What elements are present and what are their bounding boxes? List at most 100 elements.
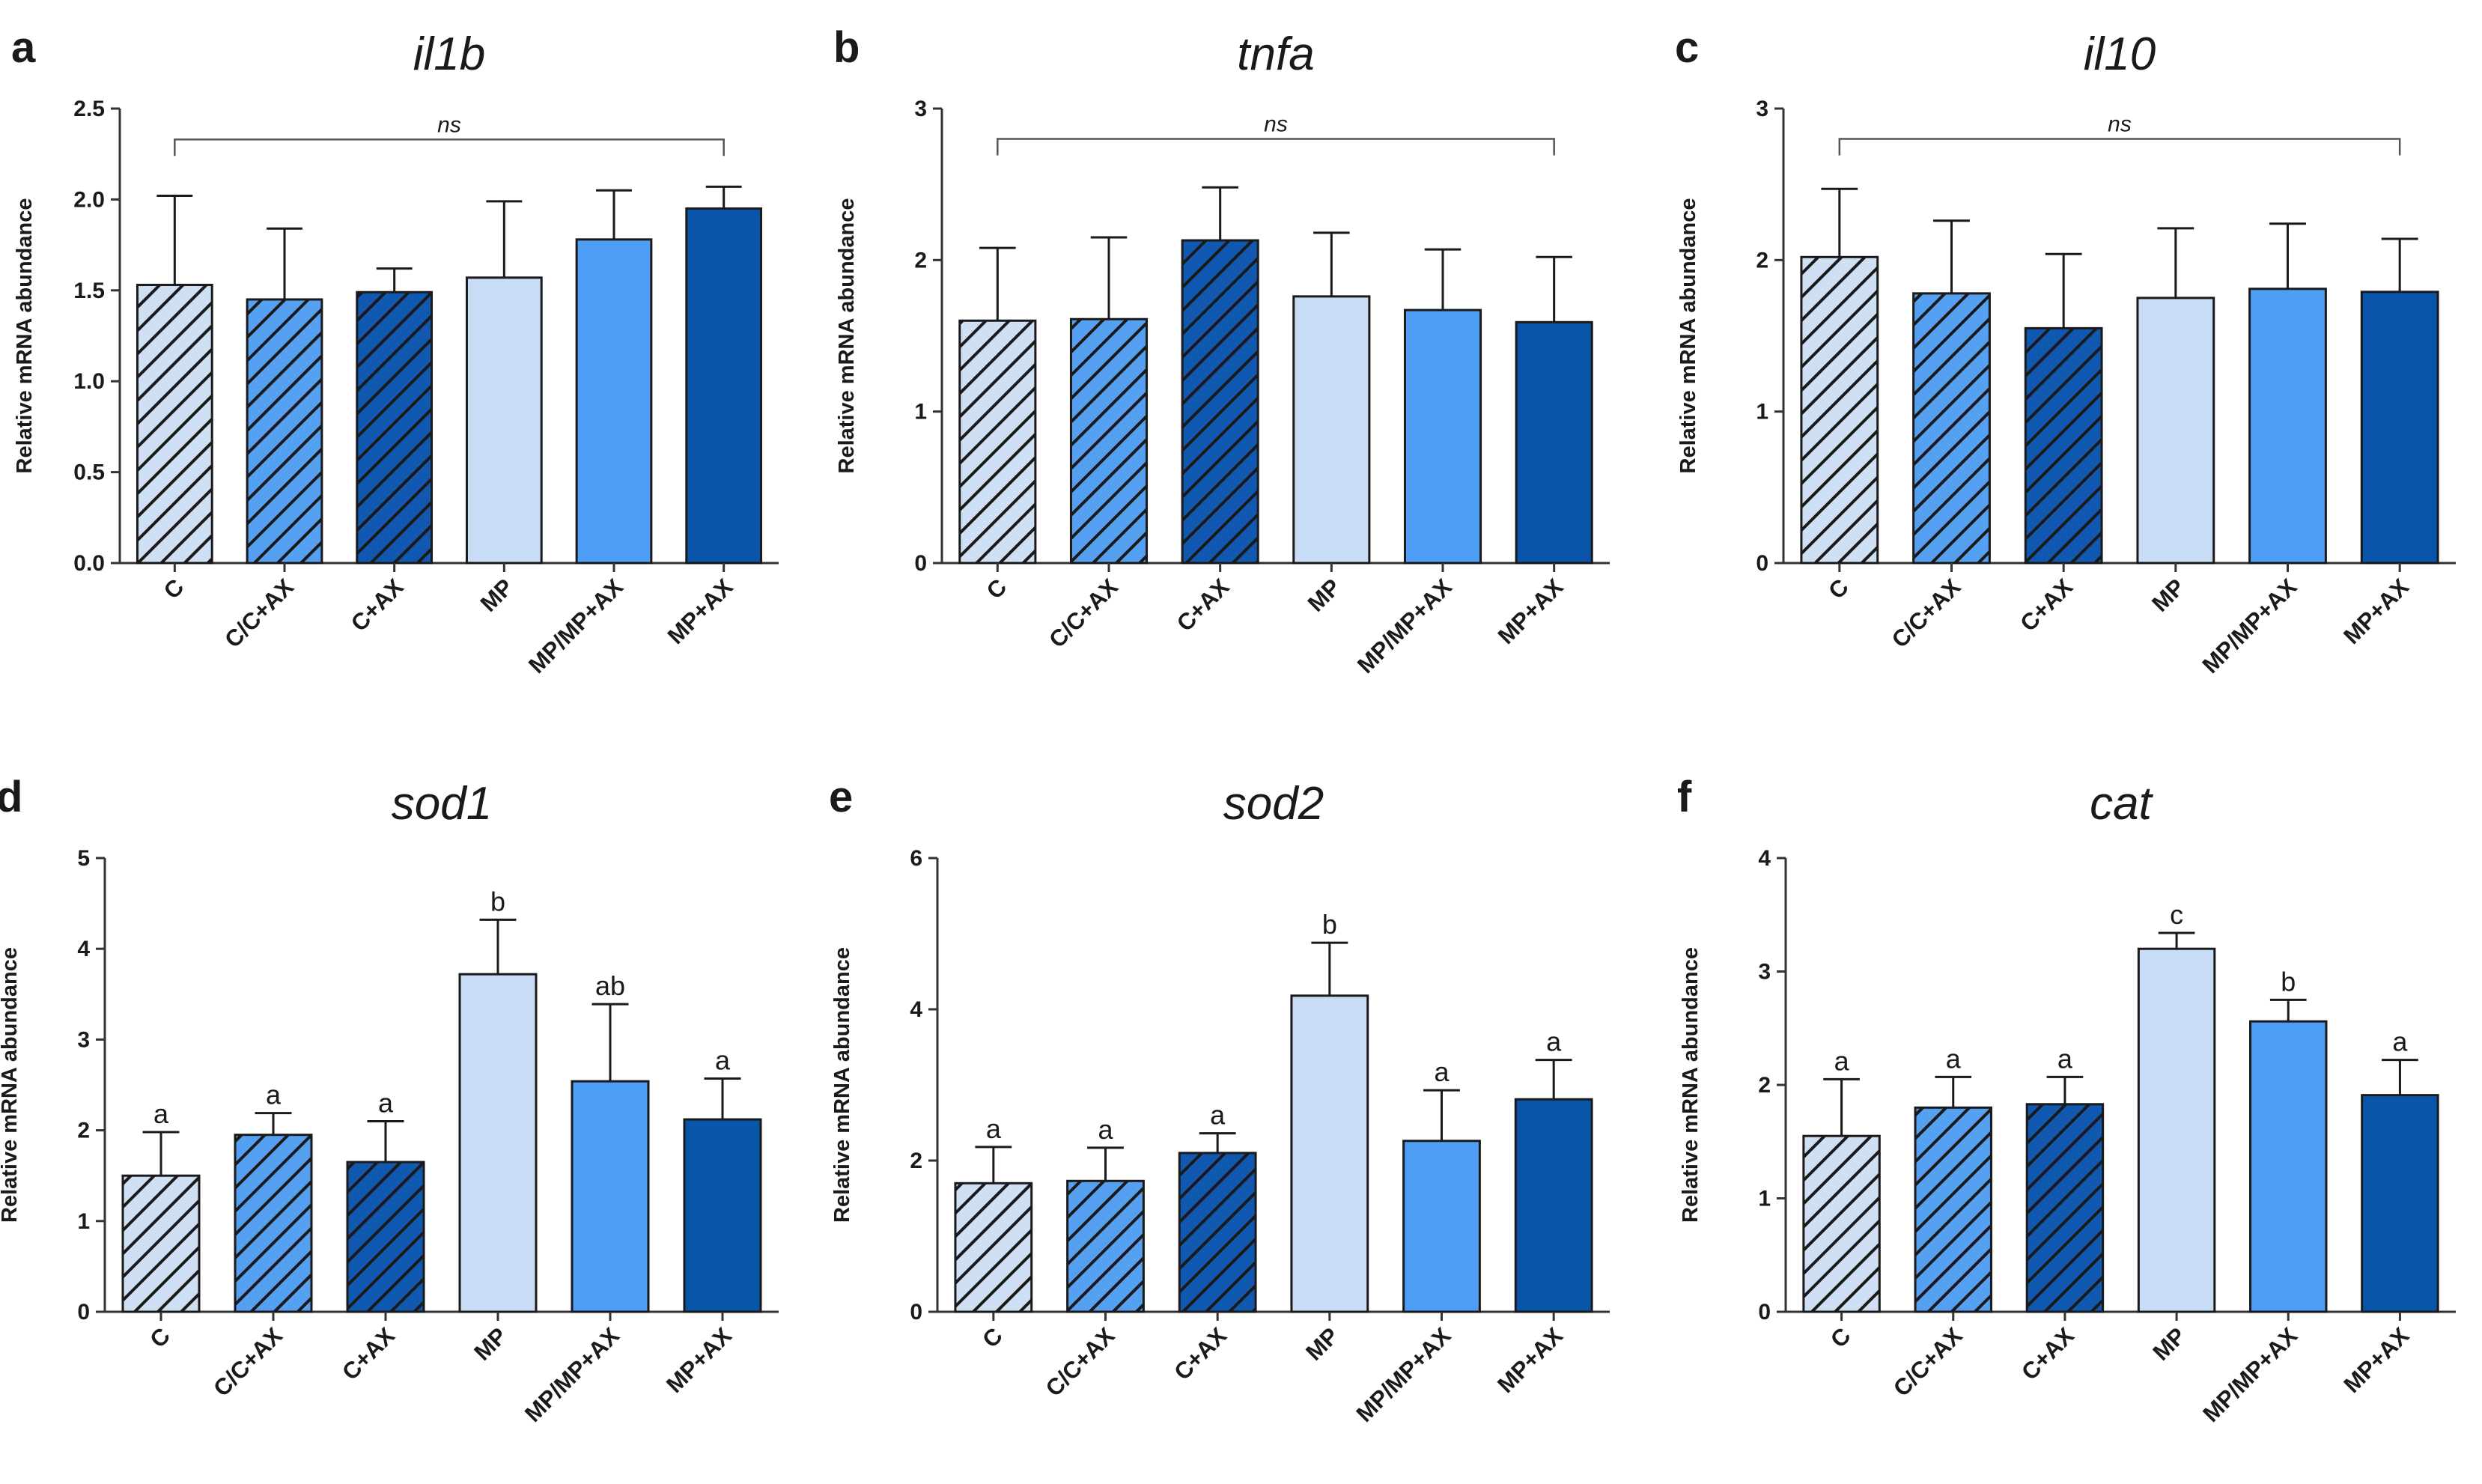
x-tick-label-c-plus-ax: C+AX (346, 574, 409, 636)
significance-letter: b (2281, 966, 2296, 997)
ns-label: ns (437, 112, 461, 137)
y-tick-label: 0 (77, 1300, 90, 1325)
bar-c-c-plus-ax (1066, 1179, 1145, 1313)
bar-mp-mp-plus-ax (2248, 288, 2327, 565)
panel-letter: f (1677, 773, 1692, 821)
y-tick-label: 1 (914, 400, 927, 425)
y-tick-label: 0 (910, 1300, 922, 1325)
x-tick-label-mp: MP (475, 574, 519, 617)
panel-letter: d (0, 773, 22, 821)
bar-mp-mp-plus-ax (571, 1080, 650, 1313)
bar-c-plus-ax (1178, 1152, 1257, 1313)
bar-mp-plus-ax (683, 1118, 762, 1313)
panel-a: a il1b Relative mRNA abundance 0.0 0.5 1.0 1.5… (11, 23, 779, 678)
y-tick-label: 4 (77, 937, 90, 961)
x-tick-label-mp-plus-ax: MP+AX (661, 1322, 737, 1398)
ns-label: ns (2108, 112, 2132, 136)
panel-b: b tnfa Relative mRNA abundance 0 1 2 3 C C/C+AX C… (833, 23, 1610, 678)
y-axis-label: Relative mRNA abundance (0, 947, 22, 1223)
x-tick-label-c-plus-ax: C+AX (1169, 1322, 1232, 1385)
panel-c: c il10 Relative mRNA abundance 0 1 2 3 C C/C+AX C… (1675, 23, 2456, 678)
x-tick-label-c-c-plus-ax: C/C+AX (1041, 1322, 1120, 1402)
bar-mp-plus-ax (1514, 1098, 1593, 1313)
significance-letter: a (986, 1113, 1002, 1144)
panel-letter: a (11, 23, 36, 72)
significance-letter: a (1098, 1114, 1113, 1145)
significance-letter: a (715, 1045, 731, 1076)
panel-f: f cat Relative mRNA abundance 0 1 2 3 4 Ca C/C+AX… (1677, 773, 2456, 1427)
bar-mp (2136, 297, 2215, 565)
significance-letter: a (1946, 1043, 1962, 1074)
bar-c-plus-ax (346, 1161, 425, 1313)
chart-title: cat (2090, 778, 2153, 830)
y-tick-label: 0.0 (73, 551, 105, 576)
y-tick-label: 2.5 (73, 97, 105, 121)
significance-letter: a (2057, 1043, 2073, 1074)
bar-c-plus-ax (2024, 326, 2103, 565)
x-tick-label-c: C (982, 574, 1012, 604)
y-tick-label: 2 (914, 248, 927, 273)
bar-c (1802, 1134, 1881, 1313)
y-tick-label: 0.5 (73, 460, 105, 485)
bar-c-plus-ax (2025, 1103, 2105, 1313)
y-axis-label: Relative mRNA abundance (1676, 198, 1700, 474)
panel-e: e sod2 Relative mRNA abundance 0 2 4 6 Ca C/C+AX… (829, 773, 1610, 1427)
bar-c (1800, 255, 1879, 565)
significance-letter: ab (595, 970, 625, 1001)
bar-mp-plus-ax (1515, 320, 1593, 565)
y-tick-label: 3 (1758, 960, 1771, 985)
significance-letter: a (1834, 1045, 1850, 1076)
bar-mp-plus-ax (685, 207, 763, 565)
bar-c-c-plus-ax (1912, 292, 1991, 565)
x-tick-label-c-plus-ax: C+AX (1172, 574, 1235, 636)
x-tick-label-mp-plus-ax: MP+AX (2338, 574, 2414, 649)
x-tick-label-c-plus-ax: C+AX (2016, 1322, 2079, 1385)
bar-c-c-plus-ax (246, 298, 323, 565)
y-tick-label: 2 (910, 1149, 922, 1173)
panels-group: a il1b Relative mRNA abundance 0.0 0.5 1.0 1.5… (0, 23, 2456, 1427)
x-tick-label-mp-mp-plus-ax: MP/MP+AX (1352, 574, 1457, 678)
x-tick-label-c-c-plus-ax: C/C+AX (1887, 574, 1966, 653)
x-tick-label-mp: MP (469, 1322, 512, 1366)
y-tick-label: 3 (1756, 97, 1768, 121)
bar-mp (2137, 947, 2216, 1313)
y-axis-label: Relative mRNA abundance (835, 198, 859, 474)
panel-letter: c (1675, 23, 1699, 72)
y-tick-label: 6 (910, 846, 922, 871)
significance-letter: a (153, 1098, 169, 1129)
x-tick-label-mp-plus-ax: MP+AX (1492, 1322, 1568, 1398)
x-tick-label-mp-mp-plus-ax: MP/MP+AX (520, 1322, 624, 1427)
bar-mp (1292, 295, 1371, 565)
significance-letter: a (266, 1080, 282, 1110)
significance-letter: c (2170, 899, 2183, 930)
y-tick-label: 0 (1758, 1300, 1771, 1325)
x-tick-label-c-plus-ax: C+AX (337, 1322, 400, 1385)
bar-mp (465, 276, 543, 565)
bar-mp-mp-plus-ax (1402, 1140, 1481, 1313)
x-tick-label-c-c-plus-ax: C/C+AX (1888, 1322, 1968, 1402)
y-axis-label: Relative mRNA abundance (13, 198, 37, 474)
significance-letter: a (2392, 1027, 2408, 1057)
x-tick-label-c-plus-ax: C+AX (2015, 574, 2078, 636)
chart-title: sod1 (392, 778, 492, 830)
x-tick-label-mp: MP (2147, 1322, 2191, 1366)
y-tick-label: 1 (77, 1209, 90, 1234)
y-tick-label: 2 (1758, 1073, 1771, 1098)
x-tick-label-c-c-plus-ax: C/C+AX (219, 574, 299, 653)
bar-c-c-plus-ax (234, 1134, 313, 1313)
y-tick-label: 0 (914, 551, 927, 576)
bar-c (136, 284, 213, 565)
bar-c-c-plus-ax (1069, 317, 1149, 565)
bar-c (958, 319, 1037, 565)
significance-letter: b (490, 886, 505, 916)
y-tick-label: 3 (77, 1027, 90, 1052)
ns-label: ns (1264, 112, 1288, 136)
significance-letter: b (1322, 909, 1337, 940)
x-tick-label-mp-mp-plus-ax: MP/MP+AX (1351, 1322, 1456, 1427)
y-tick-label: 1.5 (73, 279, 105, 303)
significance-letter: a (1434, 1056, 1450, 1087)
bar-mp (1290, 994, 1369, 1313)
y-axis-label: Relative mRNA abundance (1679, 947, 1703, 1223)
bar-c-plus-ax (356, 291, 434, 565)
